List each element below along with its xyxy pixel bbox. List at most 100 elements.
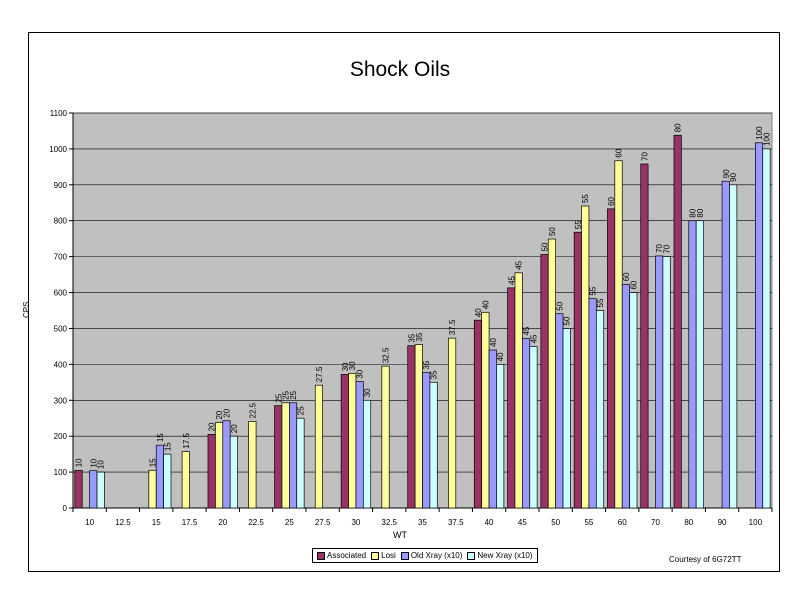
x-tick-label: 15 bbox=[152, 518, 161, 527]
data-label-associated: 35 bbox=[407, 333, 416, 342]
data-label-old-xray-x10: 80 bbox=[688, 208, 697, 217]
y-tick-label: 400 bbox=[54, 360, 68, 369]
data-label-old-xray-x10: 10 bbox=[89, 458, 98, 467]
legend-label-new-xray: New Xray (x10) bbox=[477, 551, 533, 560]
bar-associated bbox=[573, 231, 582, 509]
data-label-losi: 45 bbox=[515, 260, 524, 269]
bar-losi bbox=[381, 365, 390, 509]
x-tick-label: 50 bbox=[551, 518, 560, 527]
legend-item-old-xray: Old Xray (x10) bbox=[400, 551, 463, 560]
data-label-old-xray-x10: 30 bbox=[356, 369, 365, 378]
data-label-associated: 70 bbox=[640, 152, 649, 161]
x-tick-label: 10 bbox=[85, 518, 94, 527]
data-label-losi: 60 bbox=[615, 148, 624, 157]
data-label-old-xray-x10: 90 bbox=[722, 169, 731, 178]
x-tick-label: 32.5 bbox=[381, 518, 397, 527]
data-label-new-xray-x10: 30 bbox=[363, 388, 372, 397]
data-label-old-xray-x10: 100 bbox=[755, 126, 764, 140]
bar-losi bbox=[215, 422, 224, 509]
bar-losi bbox=[581, 205, 590, 509]
data-label-old-xray-x10: 25 bbox=[289, 390, 298, 399]
data-label-new-xray-x10: 20 bbox=[230, 424, 239, 433]
bar-new-xray-x10 bbox=[529, 346, 538, 509]
bar-old-xray-x10 bbox=[555, 313, 564, 509]
bar-losi bbox=[348, 372, 357, 509]
bar-old-xray-x10 bbox=[422, 372, 431, 509]
bar-new-xray-x10 bbox=[496, 364, 505, 509]
bar-new-xray-x10 bbox=[429, 381, 438, 509]
bar-losi bbox=[281, 402, 290, 509]
bar-old-xray-x10 bbox=[289, 402, 298, 509]
bar-old-xray-x10 bbox=[355, 381, 364, 509]
legend: Associated Losi Old Xray (x10) New Xray … bbox=[312, 548, 538, 563]
data-label-old-xray-x10: 15 bbox=[156, 433, 165, 442]
bar-old-xray-x10 bbox=[522, 338, 531, 509]
bar-new-xray-x10 bbox=[729, 184, 738, 509]
data-label-old-xray-x10: 55 bbox=[589, 286, 598, 295]
x-tick-label: 30 bbox=[351, 518, 360, 527]
y-tick-label: 1100 bbox=[50, 109, 68, 118]
bar-losi bbox=[181, 451, 190, 509]
bar-new-xray-x10 bbox=[229, 435, 238, 509]
data-label-losi: 15 bbox=[149, 458, 158, 467]
bar-old-xray-x10 bbox=[688, 220, 697, 509]
data-label-associated: 55 bbox=[574, 220, 583, 229]
bar-associated bbox=[540, 254, 549, 509]
data-label-losi: 27.5 bbox=[315, 366, 324, 382]
legend-label-old-xray: Old Xray (x10) bbox=[410, 551, 463, 560]
data-label-losi: 32.5 bbox=[382, 347, 391, 363]
bar-losi bbox=[448, 337, 457, 509]
data-label-new-xray-x10: 60 bbox=[629, 280, 638, 289]
data-label-losi: 22.5 bbox=[248, 402, 257, 418]
bar-new-xray-x10 bbox=[296, 417, 305, 509]
bar-new-xray-x10 bbox=[629, 292, 638, 509]
y-tick-label: 0 bbox=[63, 504, 68, 513]
bar-associated bbox=[74, 469, 83, 509]
y-tick-label: 300 bbox=[54, 396, 68, 405]
data-label-losi: 17.5 bbox=[182, 433, 191, 449]
bar-losi bbox=[148, 469, 157, 509]
x-tick-label: 20 bbox=[218, 518, 227, 527]
credit-annotation: Courtesy of 6G72TT bbox=[669, 555, 742, 564]
data-label-associated: 20 bbox=[208, 422, 217, 431]
bar-losi bbox=[248, 421, 257, 509]
x-tick-label: 17.5 bbox=[182, 518, 198, 527]
x-tick-label: 22.5 bbox=[248, 518, 264, 527]
y-tick-label: 100 bbox=[54, 468, 68, 477]
bar-losi bbox=[547, 238, 556, 509]
y-tick-label: 900 bbox=[54, 181, 68, 190]
data-label-old-xray-x10: 35 bbox=[422, 360, 431, 369]
legend-swatch-associated bbox=[317, 551, 325, 560]
data-label-old-xray-x10: 70 bbox=[655, 243, 664, 252]
x-tick-label: 35 bbox=[418, 518, 427, 527]
bar-losi bbox=[614, 160, 623, 509]
bar-new-xray-x10 bbox=[362, 399, 372, 509]
data-label-old-xray-x10: 50 bbox=[555, 301, 564, 310]
y-tick-label: 500 bbox=[54, 324, 68, 333]
data-label-new-xray-x10: 80 bbox=[696, 208, 705, 217]
x-tick-label: 100 bbox=[749, 518, 763, 527]
bar-associated bbox=[607, 208, 616, 509]
data-label-new-xray-x10: 50 bbox=[563, 316, 572, 325]
data-label-associated: 50 bbox=[541, 242, 550, 251]
bar-old-xray-x10 bbox=[655, 255, 664, 509]
data-label-new-xray-x10: 90 bbox=[729, 172, 738, 181]
bar-new-xray-x10 bbox=[662, 256, 671, 509]
x-tick-label: 12.5 bbox=[115, 518, 131, 527]
data-label-associated: 60 bbox=[607, 196, 616, 205]
x-tick-label: 60 bbox=[618, 518, 627, 527]
data-label-associated: 30 bbox=[341, 362, 350, 371]
x-tick-label: 25 bbox=[285, 518, 294, 527]
bar-new-xray-x10 bbox=[595, 310, 605, 509]
x-axis-label: WT bbox=[393, 530, 407, 540]
bar-losi bbox=[314, 384, 323, 509]
y-tick-label: 1000 bbox=[49, 145, 67, 154]
y-tick-label: 700 bbox=[54, 253, 68, 262]
data-label-new-xray-x10: 15 bbox=[163, 442, 172, 451]
bar-old-xray-x10 bbox=[721, 180, 730, 509]
chart-title: Shock Oils bbox=[349, 58, 451, 81]
x-tick-label: 45 bbox=[518, 518, 527, 527]
data-label-new-xray-x10: 35 bbox=[430, 370, 439, 379]
legend-swatch-old-xray bbox=[400, 551, 409, 560]
data-label-losi: 35 bbox=[415, 332, 424, 341]
